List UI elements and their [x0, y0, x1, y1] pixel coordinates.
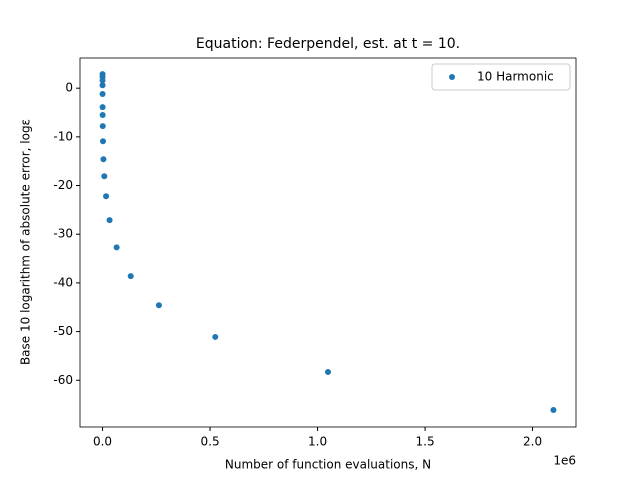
- x-tick-label: 0.5: [201, 435, 220, 449]
- y-tick-label: -10: [53, 129, 73, 143]
- x-tick-label: 2.0: [523, 435, 542, 449]
- point: [99, 138, 106, 145]
- legend-label: 10 Harmonic: [477, 70, 554, 84]
- y-axis-label: Base 10 logarithm of absolute error, log…: [19, 119, 33, 365]
- y-tick-label: -40: [53, 275, 73, 289]
- point: [106, 217, 113, 224]
- point: [113, 244, 120, 251]
- x-offset-label: 1e6: [553, 454, 576, 468]
- point: [127, 273, 134, 280]
- point: [99, 104, 106, 111]
- x-tick-label: 0.0: [93, 435, 112, 449]
- point: [101, 173, 108, 180]
- point: [103, 193, 110, 200]
- point: [100, 156, 107, 163]
- y-tick-label: 0: [65, 81, 73, 95]
- chart-title: Equation: Federpendel, est. at t = 10.: [196, 36, 460, 52]
- plot-frame: [79, 57, 577, 428]
- point: [325, 368, 331, 375]
- x-tick-label: 1.5: [416, 435, 435, 449]
- point: [550, 406, 557, 413]
- legend-marker: [449, 74, 455, 80]
- x-axis-label: Number of function evaluations, N: [225, 458, 431, 472]
- x-tick-label: 1.0: [308, 435, 327, 449]
- y-tick-label: -60: [53, 373, 73, 387]
- point: [212, 333, 219, 340]
- point: [99, 82, 106, 89]
- y-tick-label: -50: [53, 324, 73, 338]
- point: [155, 302, 162, 309]
- legend-box: [431, 63, 571, 91]
- y-tick-label: -30: [53, 227, 73, 241]
- point: [99, 91, 106, 98]
- y-tick-label: -20: [53, 178, 73, 192]
- point: [99, 77, 106, 84]
- point: [99, 111, 106, 118]
- point: [99, 123, 106, 130]
